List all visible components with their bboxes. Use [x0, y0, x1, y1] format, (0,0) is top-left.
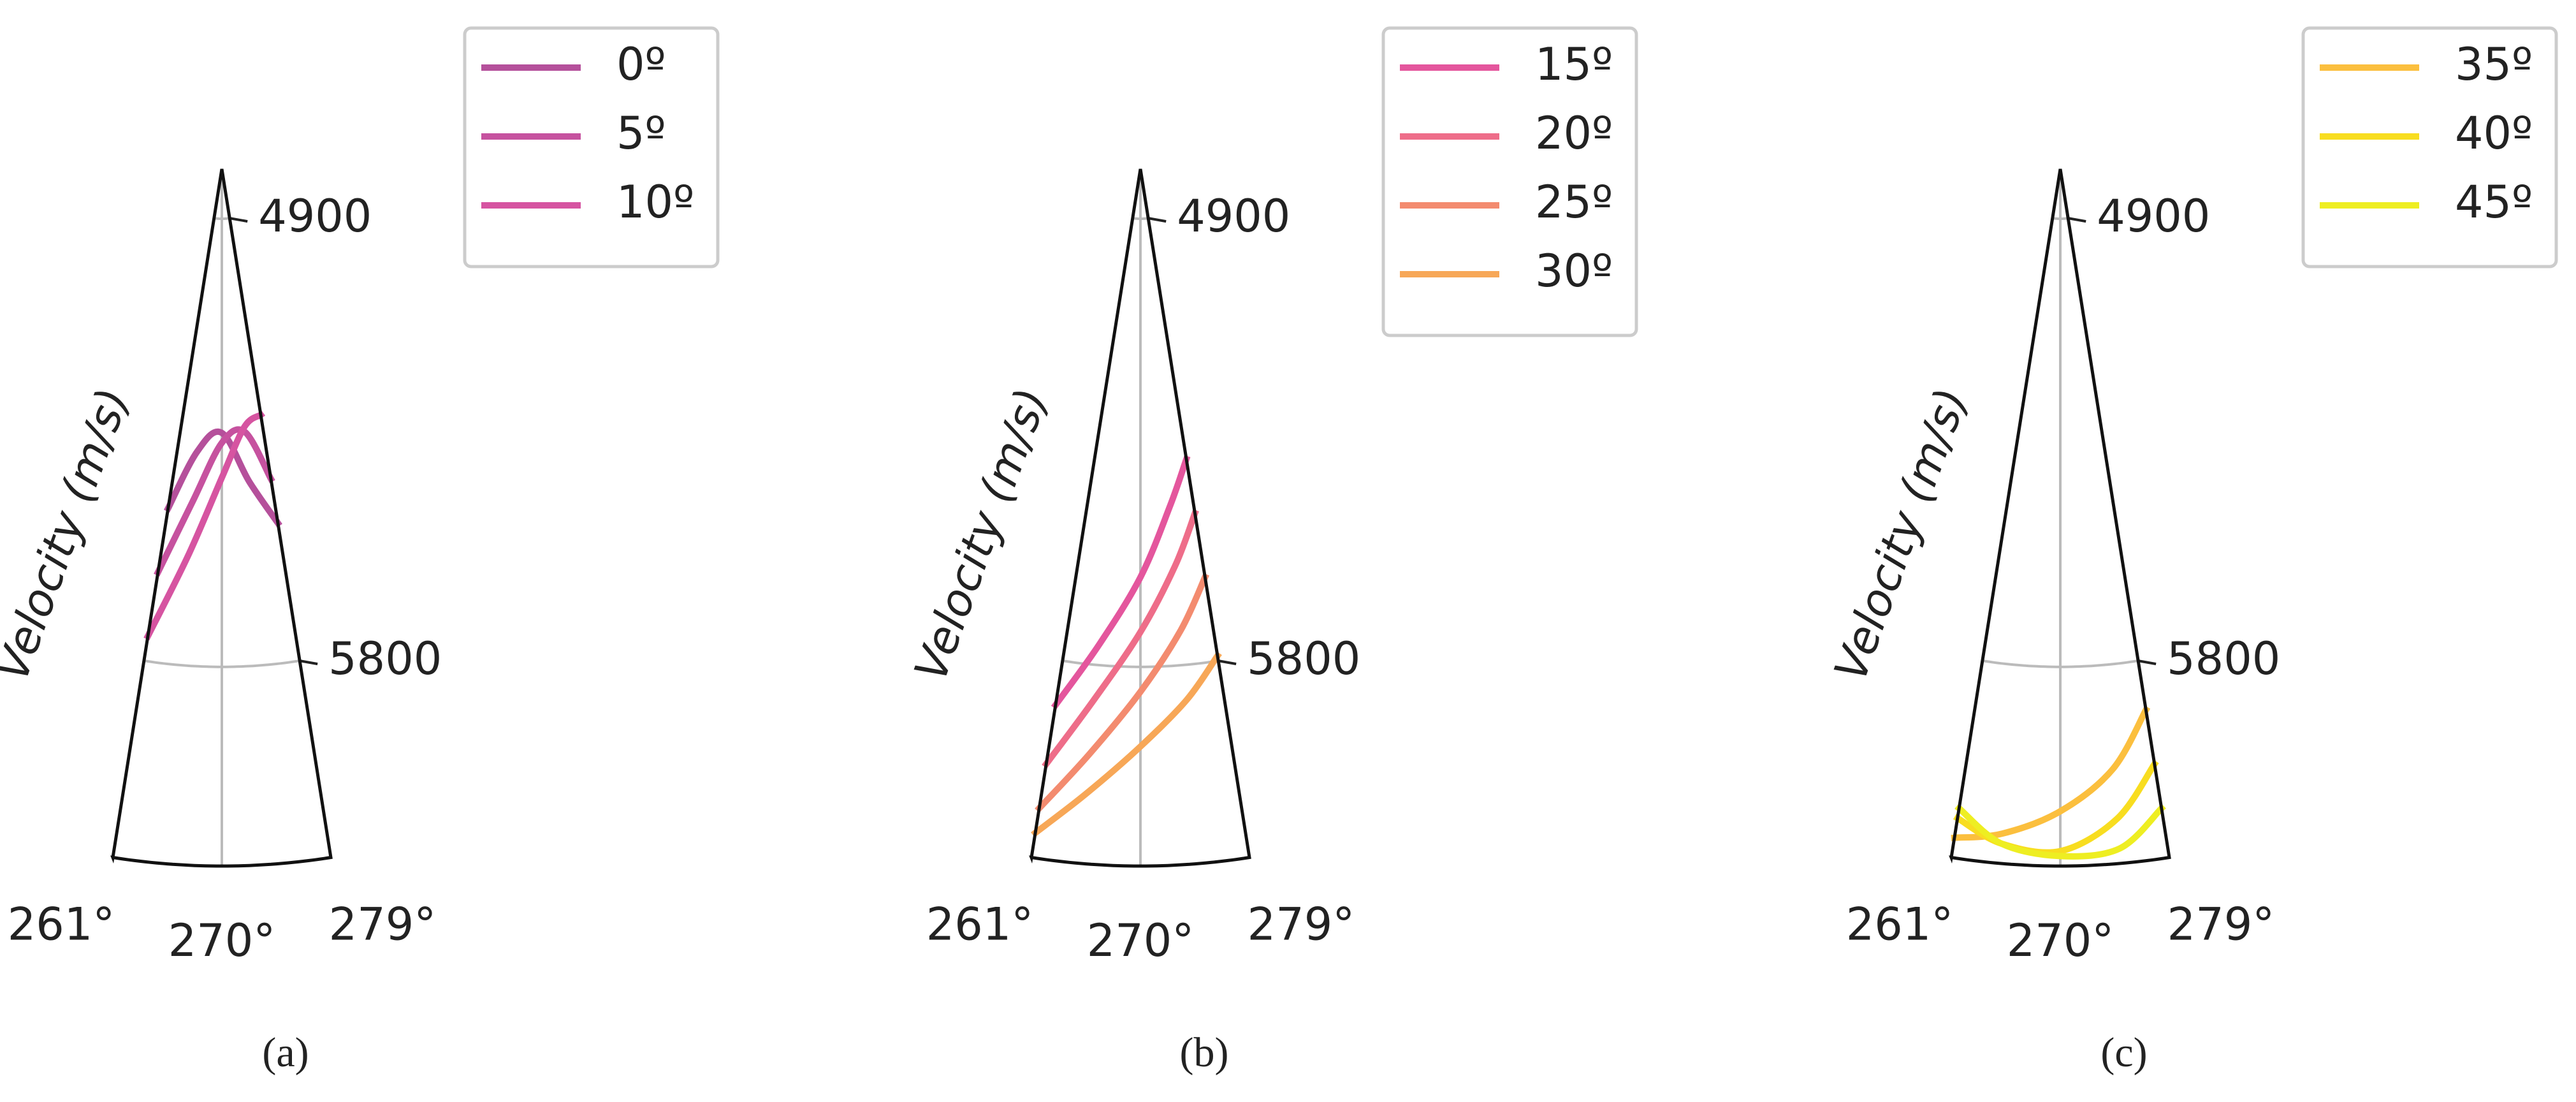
series-line — [164, 429, 282, 528]
grid-line — [2052, 217, 2069, 221]
r-tick-label: 5800 — [2167, 633, 2280, 685]
caption: (b) — [1180, 1029, 1229, 1076]
series-line — [154, 426, 275, 577]
grid-line — [214, 217, 230, 221]
series-line — [1042, 509, 1199, 769]
legend-label: 40º — [2455, 107, 2533, 159]
legend-box — [463, 26, 720, 268]
theta-tick-label: 261° — [926, 899, 1034, 951]
caption: (a) — [262, 1029, 309, 1076]
y-axis-label: Velocity (m/s) — [1824, 381, 1979, 687]
series-line — [143, 410, 266, 641]
grid-line — [1132, 217, 1149, 221]
legend-label: 30º — [1535, 245, 1613, 297]
legend-label: 25º — [1535, 176, 1613, 228]
series-line — [1031, 651, 1222, 838]
grid-line — [143, 659, 300, 668]
r-tick-label: 4900 — [1177, 190, 1290, 242]
r-tick-label: 4900 — [258, 190, 372, 242]
wedge-frame — [1948, 168, 2171, 868]
theta-tick-label: 279° — [2167, 899, 2275, 951]
legend-label: 5º — [616, 107, 666, 159]
legend-label: 45º — [2455, 176, 2533, 228]
legend-label: 35º — [2455, 38, 2533, 91]
legend-label: 20º — [1535, 107, 1613, 159]
r-tick-label: 5800 — [1247, 633, 1360, 685]
r-tick — [2067, 217, 2086, 223]
legend-label: 0º — [616, 38, 666, 91]
polar-chart: 261° 270° 279° 4900 5800 Velocity (m/s) 35º 40º… — [1824, 26, 2558, 1076]
r-tick — [299, 659, 318, 666]
r-tick — [229, 217, 248, 223]
caption: (c) — [2100, 1029, 2147, 1076]
polar-chart: 261° 270° 279° 4900 5800 Velocity (m/s) 15º 20º… — [905, 26, 1638, 1076]
series-line — [1051, 455, 1191, 710]
r-tick-label: 4900 — [2097, 190, 2210, 242]
wedge-frame — [1028, 168, 1251, 868]
legend-label: 15º — [1535, 38, 1613, 91]
polar-chart: 261° 270° 279° 4900 5800 Velocity (m/s) 0º 5º 10… — [0, 26, 720, 1076]
theta-tick-label: 261° — [8, 899, 115, 951]
series-line — [1035, 573, 1209, 813]
theta-tick-label: 261° — [1846, 899, 1954, 951]
r-tick — [1147, 217, 1167, 223]
y-axis-label: Velocity (m/s) — [0, 381, 140, 687]
wedge-frame — [110, 168, 333, 868]
y-axis-label: Velocity (m/s) — [905, 381, 1059, 687]
theta-tick-label: 270° — [2007, 915, 2114, 967]
legend-box — [1381, 26, 1638, 337]
series-line — [1954, 804, 2166, 860]
grid-line — [1982, 659, 2139, 668]
theta-tick-label: 270° — [168, 915, 276, 967]
r-tick — [1218, 659, 1237, 666]
theta-tick-label: 279° — [329, 899, 437, 951]
r-tick-label: 5800 — [328, 633, 442, 685]
legend-label: 10º — [616, 176, 694, 228]
theta-tick-label: 279° — [1248, 899, 1355, 951]
series-line — [1953, 760, 2159, 856]
theta-tick-label: 270° — [1087, 915, 1195, 967]
r-tick — [2137, 659, 2157, 666]
